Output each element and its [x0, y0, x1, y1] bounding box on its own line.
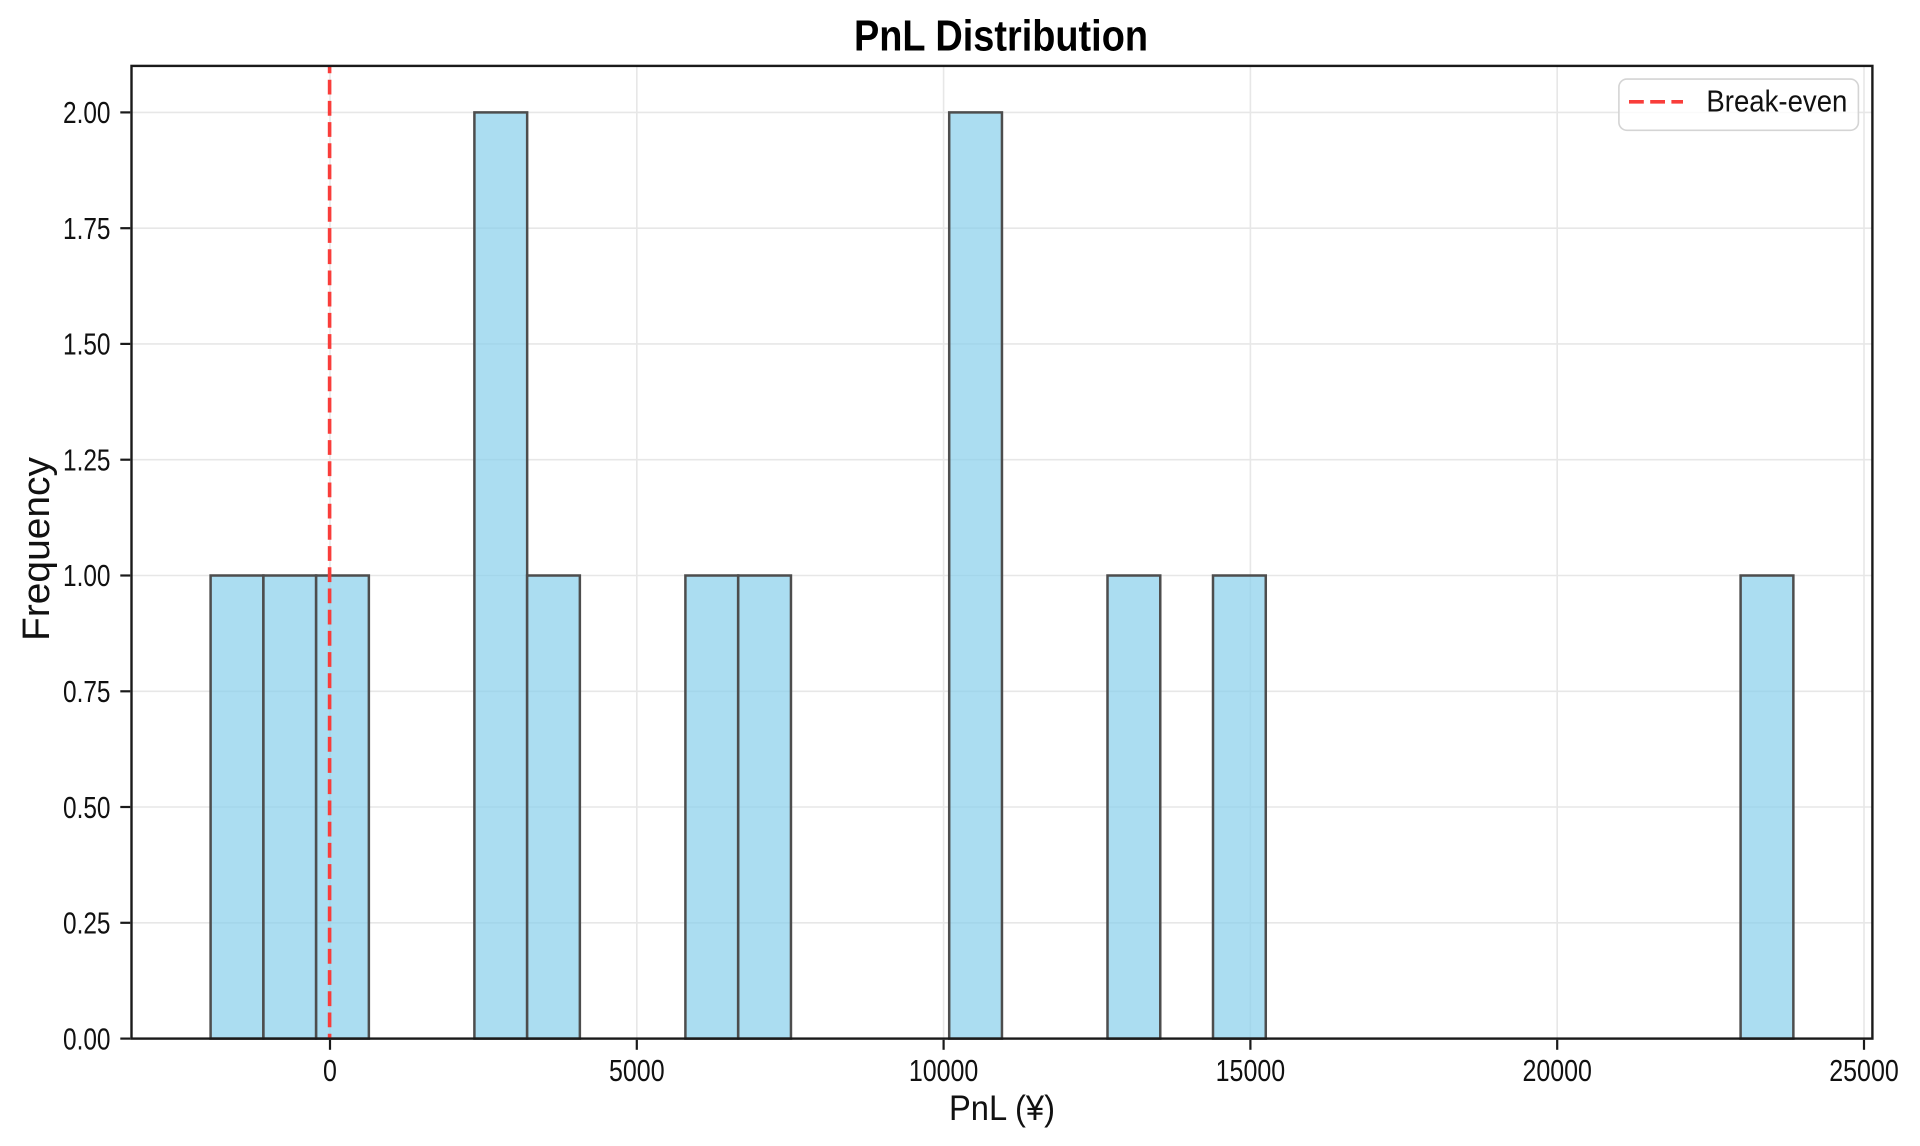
svg-text:PnL (¥): PnL (¥)	[949, 1089, 1055, 1128]
svg-text:0: 0	[323, 1053, 337, 1088]
svg-text:10000: 10000	[909, 1053, 979, 1088]
svg-text:0.25: 0.25	[63, 906, 111, 941]
svg-text:Frequency: Frequency	[16, 457, 58, 641]
svg-text:1.25: 1.25	[63, 442, 111, 477]
svg-text:PnL Distribution: PnL Distribution	[854, 11, 1148, 60]
svg-text:0.75: 0.75	[63, 674, 111, 709]
svg-text:1.75: 1.75	[63, 211, 111, 246]
svg-text:5000: 5000	[609, 1053, 665, 1088]
svg-text:Break-even: Break-even	[1706, 84, 1847, 119]
svg-text:1.50: 1.50	[63, 327, 111, 362]
svg-text:2.00: 2.00	[63, 95, 111, 130]
svg-text:25000: 25000	[1829, 1053, 1899, 1088]
svg-text:20000: 20000	[1522, 1053, 1592, 1088]
svg-text:0.00: 0.00	[63, 1021, 111, 1056]
svg-text:15000: 15000	[1216, 1053, 1286, 1088]
svg-text:1.00: 1.00	[63, 558, 111, 593]
svg-text:0.50: 0.50	[63, 790, 111, 825]
